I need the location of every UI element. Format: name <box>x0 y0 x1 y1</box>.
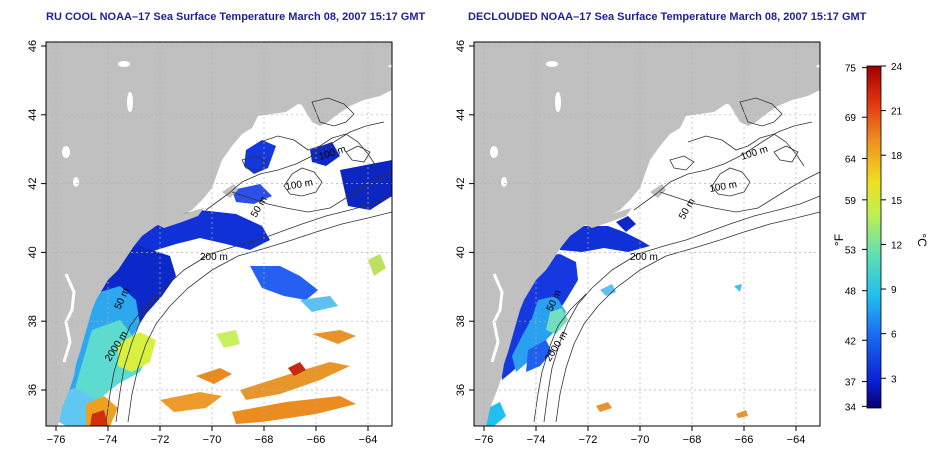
contour-label: 200 m <box>200 252 228 263</box>
right-map-title: DECLOUDED NOAA–17 Sea Surface Temperatur… <box>468 11 867 23</box>
y-tick-label: 36 <box>27 384 39 396</box>
celsius-tick-label: 6 <box>891 330 897 341</box>
x-tick-label: −68 <box>255 434 274 446</box>
y-tick-label: 44 <box>27 109 39 121</box>
y-tick-label: 46 <box>455 40 467 52</box>
x-tick-label: −66 <box>735 434 754 446</box>
y-tick-label: 40 <box>27 246 39 258</box>
celsius-tick-label: 12 <box>891 240 903 251</box>
x-tick-label: −72 <box>579 434 598 446</box>
fahrenheit-tick-label: 59 <box>845 196 857 207</box>
x-tick-label: −66 <box>307 434 326 446</box>
y-tick-label: 38 <box>455 315 467 327</box>
x-tick-label: −72 <box>151 434 170 446</box>
left-plot-frame <box>45 41 393 427</box>
x-tick-label: −70 <box>631 434 650 446</box>
y-tick-label: 38 <box>27 315 39 327</box>
x-tick-label: −76 <box>475 434 494 446</box>
x-tick-label: −76 <box>47 434 66 446</box>
fahrenheit-tick-label: 34 <box>845 402 857 413</box>
y-tick-label: 40 <box>455 246 467 258</box>
x-tick-label: −68 <box>683 434 702 446</box>
fahrenheit-tick-label: 75 <box>845 64 857 75</box>
left-axes: −76 −74 −72 −70 −68 −66 −64 36 38 40 42 44 46 <box>27 40 377 446</box>
fahrenheit-tick-label: 48 <box>845 287 857 298</box>
y-tick-label: 46 <box>27 40 39 52</box>
y-tick-label: 36 <box>455 384 467 396</box>
left-map-panel: 100 m 100 m 50 m 200 m 50 m 2000 m −76 −7… <box>27 40 393 446</box>
celsius-tick-label: 21 <box>891 107 903 118</box>
colorbar-ticks: 75 69 64 59 53 48 42 37 34 24 21 18 15 12 9 6 3 <box>845 62 903 413</box>
fahrenheit-tick-label: 64 <box>845 155 857 166</box>
contour-label: 200 m <box>630 252 658 263</box>
celsius-tick-label: 9 <box>891 285 897 296</box>
celsius-tick-label: 15 <box>891 196 903 207</box>
contour-label: 100 m <box>709 179 738 195</box>
x-tick-label: −74 <box>99 434 118 446</box>
fahrenheit-tick-label: 37 <box>845 378 857 389</box>
fahrenheit-tick-label: 53 <box>845 245 857 256</box>
fahrenheit-tick-label: 69 <box>845 113 857 124</box>
celsius-tick-label: 18 <box>891 151 903 162</box>
right-plot-frame <box>473 41 821 427</box>
fahrenheit-tick-label: 42 <box>845 336 857 347</box>
left-map-title: RU COOL NOAA–17 Sea Surface Temperature … <box>46 11 426 23</box>
y-tick-label: 42 <box>27 177 39 189</box>
right-grid <box>474 42 820 426</box>
right-sst-field <box>482 216 748 426</box>
fahrenheit-label: °F <box>832 234 846 246</box>
right-map-panel: 100 m 100 m 50 m 200 m 50 m 2000 m −76 −7… <box>455 40 821 446</box>
x-tick-label: −74 <box>527 434 546 446</box>
colorbar-ramp <box>866 65 882 409</box>
x-tick-label: −70 <box>203 434 222 446</box>
colorbar: 75 69 64 59 53 48 42 37 34 24 21 18 15 12 9 6 3 °F °C <box>832 62 929 413</box>
contour-label: 100 m <box>285 177 314 193</box>
right-axes: −76 −74 −72 −70 −68 −66 −64 36 38 40 42 44 46 <box>455 40 805 446</box>
celsius-label: °C <box>915 233 929 247</box>
left-grid <box>46 42 392 426</box>
y-tick-label: 44 <box>455 109 467 121</box>
celsius-tick-label: 3 <box>891 374 897 385</box>
x-tick-label: −64 <box>359 434 378 446</box>
celsius-tick-label: 24 <box>891 62 903 73</box>
x-tick-label: −64 <box>787 434 806 446</box>
y-tick-label: 42 <box>455 177 467 189</box>
